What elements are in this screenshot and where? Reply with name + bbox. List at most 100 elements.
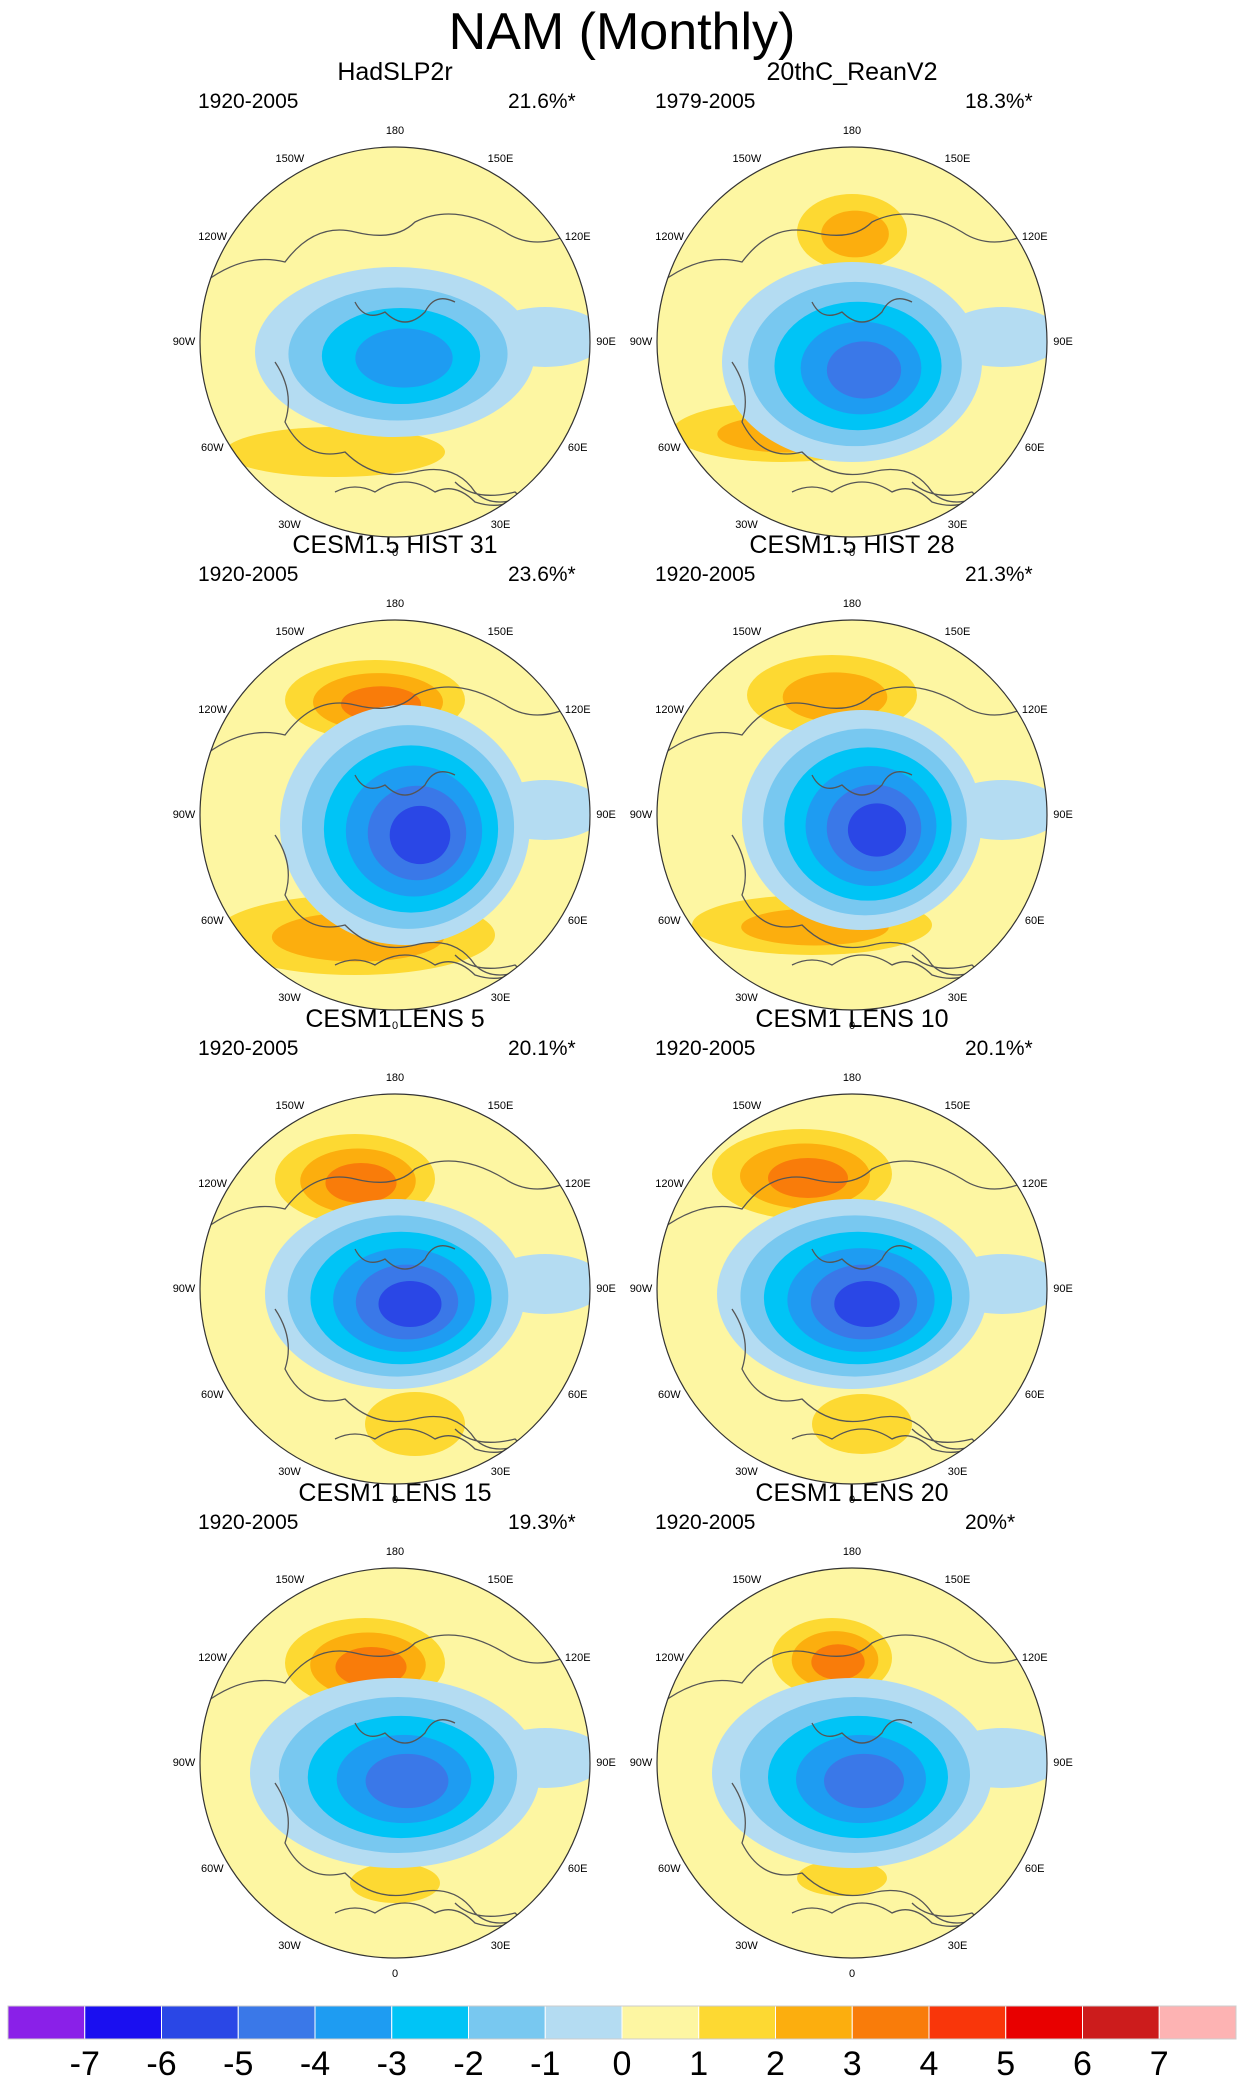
longitude-label: 90E (596, 809, 616, 821)
map-boundary (199, 1567, 591, 1959)
longitude-label: 90W (629, 336, 653, 348)
map-boundary (656, 1567, 1048, 1959)
contour-level (826, 341, 902, 399)
longitude-label: 30W (278, 991, 301, 1004)
longitude-label: 90W (629, 1757, 653, 1769)
longitude-label: 90E (1053, 809, 1073, 821)
longitude-label: 60E (1024, 1862, 1045, 1875)
colorbar-swatch (84, 2005, 162, 2040)
longitude-label: 30W (278, 1465, 301, 1478)
panel-explained-variance: 21.3%* (965, 563, 1033, 586)
panel-explained-variance: 21.6%* (508, 90, 576, 113)
longitude-label: 90W (172, 1757, 196, 1769)
longitude-label: 150W (275, 626, 305, 639)
longitude-label: 120W (198, 1651, 228, 1664)
longitude-label: 120E (564, 230, 591, 243)
longitude-label: 60E (1024, 1388, 1045, 1401)
panel-explained-variance: 20.1%* (508, 1037, 576, 1060)
colorbar-tick-label: 4 (919, 2045, 939, 2083)
nam-map-3 (200, 620, 590, 1010)
longitude-label: 90W (172, 336, 196, 348)
longitude-label: 0 (391, 1968, 399, 1980)
longitude-label: 30E (490, 1465, 511, 1478)
nam-map-1 (200, 147, 590, 537)
longitude-label: 30W (735, 1465, 758, 1478)
colorbar-tick-label: 3 (842, 2045, 862, 2083)
longitude-label: 180 (842, 1546, 862, 1558)
longitude-label: 30E (490, 991, 511, 1004)
longitude-label: 0 (391, 1494, 399, 1506)
panel-explained-variance: 19.3%* (508, 1511, 576, 1534)
panel-years: 1920-2005 (655, 1511, 756, 1534)
map-boundary (199, 619, 591, 1011)
longitude-label: 150W (275, 1100, 305, 1113)
map-boundary (656, 619, 1048, 1011)
colorbar-swatch (391, 2005, 469, 2040)
panel-years: 1920-2005 (198, 90, 299, 113)
nam-map-4 (657, 620, 1047, 1010)
panel-years: 1920-2005 (655, 1037, 756, 1060)
colorbar-swatch (621, 2005, 700, 2040)
map-boundary (656, 146, 1048, 538)
colorbar-swatch (544, 2005, 623, 2040)
longitude-label: 60W (657, 1388, 681, 1401)
longitude-label: 120E (564, 1651, 591, 1664)
longitude-label: 180 (842, 1072, 862, 1084)
longitude-label: 30E (947, 518, 968, 531)
longitude-label: 120E (1021, 703, 1048, 716)
longitude-label: 150W (275, 153, 305, 166)
longitude-label: 120E (1021, 1177, 1048, 1190)
colorbar-swatch (851, 2005, 930, 2040)
colorbar-swatch (161, 2005, 239, 2040)
longitude-label: 60W (200, 441, 224, 454)
longitude-label: 90E (1053, 336, 1073, 348)
longitude-label: 30W (735, 518, 758, 531)
panel-title: HadSLP2r (337, 58, 453, 86)
longitude-label: 150W (732, 1574, 762, 1587)
longitude-label: 150E (944, 626, 971, 639)
longitude-label: 30E (490, 518, 511, 531)
longitude-label: 30W (278, 518, 301, 531)
longitude-label: 60W (200, 1862, 224, 1875)
contour-level (365, 1753, 449, 1809)
contour-level (782, 672, 888, 722)
longitude-label: 150E (944, 1574, 971, 1587)
longitude-label: 120W (655, 1177, 685, 1190)
colorbar-tick-label: -5 (223, 2045, 254, 2083)
colorbar-tick-label: 7 (1149, 2045, 1169, 2083)
contour-level (821, 210, 889, 258)
longitude-label: 0 (848, 1494, 856, 1506)
longitude-label: 120W (655, 703, 685, 716)
longitude-label: 120E (564, 1177, 591, 1190)
longitude-label: 60E (567, 441, 588, 454)
colorbar-swatch (775, 2005, 853, 2040)
longitude-label: 180 (385, 125, 405, 137)
colorbar-swatch (468, 2005, 546, 2040)
longitude-label: 60E (567, 1388, 588, 1401)
panel-years: 1920-2005 (198, 563, 299, 586)
panel-explained-variance: 20%* (965, 1511, 1016, 1534)
nam-map-6 (657, 1094, 1047, 1484)
longitude-label: 60E (1024, 441, 1045, 454)
longitude-label: 30E (947, 1465, 968, 1478)
longitude-label: 90W (629, 1283, 653, 1295)
colorbar-swatch (1005, 2005, 1083, 2040)
longitude-label: 30E (947, 1939, 968, 1952)
contour-level (350, 1863, 440, 1903)
contour-level (834, 1280, 900, 1328)
contour-level (824, 1753, 904, 1809)
longitude-label: 150W (732, 626, 762, 639)
colorbar-tick-label: -4 (299, 2045, 331, 2083)
contour-level (847, 803, 907, 857)
figure-title: NAM (Monthly) (448, 3, 796, 61)
longitude-label: 90E (596, 1283, 616, 1295)
longitude-label: 150E (487, 1100, 514, 1113)
panel-years: 1920-2005 (198, 1511, 299, 1534)
panel-years: 1920-2005 (655, 563, 756, 586)
longitude-label: 30E (490, 1939, 511, 1952)
map-boundary (199, 146, 591, 538)
nam-map-2 (657, 147, 1047, 537)
colorbar-tick-label: -2 (453, 2045, 484, 2083)
longitude-label: 60W (657, 1862, 681, 1875)
